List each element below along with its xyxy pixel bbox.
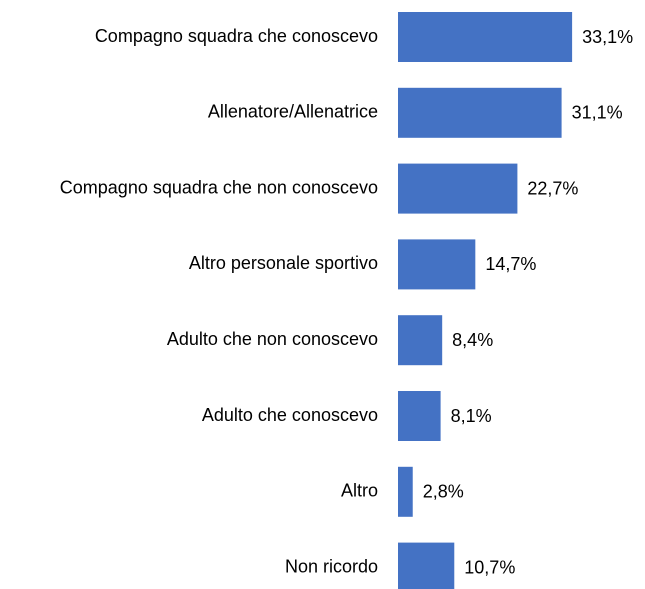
value-label: 10,7% [464, 557, 515, 577]
value-label: 14,7% [485, 254, 536, 274]
category-label: Adulto che non conoscevo [167, 329, 378, 349]
bar [398, 466, 413, 517]
value-label: 33,1% [582, 27, 633, 47]
bar [398, 542, 455, 589]
category-label: Non ricordo [285, 556, 378, 576]
bar [398, 239, 476, 290]
bar [398, 87, 562, 138]
category-label: Altro [341, 481, 378, 501]
value-label: 8,4% [452, 330, 493, 350]
bar [398, 12, 573, 62]
value-label: 31,1% [572, 103, 623, 123]
bar [398, 391, 441, 441]
category-label: Altro personale sportivo [189, 253, 378, 273]
category-label: Allenatore/Allenatrice [208, 102, 378, 122]
category-label: Adulto che conoscevo [202, 405, 378, 425]
value-label: 2,8% [423, 482, 464, 502]
category-label: Compagno squadra che non conoscevo [60, 177, 378, 197]
bar [398, 315, 443, 366]
value-label: 8,1% [451, 406, 492, 426]
value-label: 22,7% [527, 178, 578, 198]
bar [398, 163, 518, 214]
category-label: Compagno squadra che conoscevo [95, 26, 378, 46]
